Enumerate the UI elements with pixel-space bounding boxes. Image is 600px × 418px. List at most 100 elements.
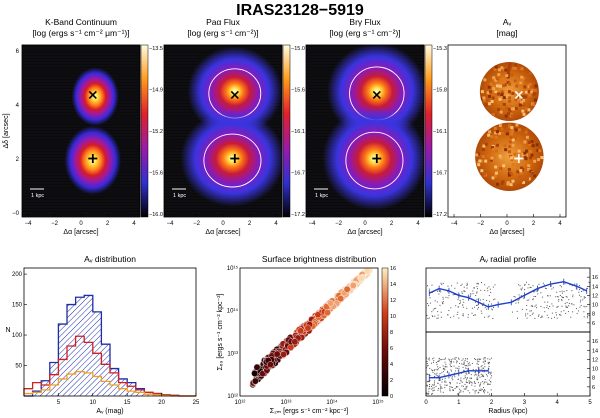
x-tick-label: 0 — [221, 221, 225, 227]
radial-point — [476, 288, 478, 290]
av-pixel — [490, 165, 494, 169]
radial-point — [472, 293, 474, 295]
radial-point — [544, 311, 546, 313]
radial-point — [489, 393, 491, 395]
av-pixel — [505, 106, 509, 110]
sb-xlabel: Σ₂ₘ [ergs s⁻¹ cm⁻² kpc⁻²] — [270, 408, 349, 415]
radial-point — [578, 310, 580, 312]
radial-point — [469, 293, 471, 295]
x-tick-label: 4 — [274, 221, 278, 227]
radial-point — [484, 389, 486, 391]
radial-point — [520, 295, 522, 297]
av-pixel — [521, 94, 525, 98]
radial-point — [480, 389, 482, 391]
radial-point — [455, 367, 457, 369]
map-emission — [322, 45, 424, 211]
radial-point — [530, 310, 532, 312]
radial-point — [426, 357, 428, 359]
radial-point — [442, 303, 444, 305]
radial-point — [484, 366, 486, 368]
radial-point — [517, 300, 519, 302]
radial-point — [444, 357, 446, 359]
radial-point — [479, 376, 481, 378]
radial-point — [560, 311, 562, 313]
radial-point — [440, 316, 442, 318]
av-pixel — [496, 77, 500, 81]
radial-point — [488, 383, 490, 385]
radial-point — [428, 386, 430, 388]
radial-point — [457, 311, 459, 313]
av-pixel — [523, 85, 527, 89]
av-pixel — [500, 76, 504, 80]
radial-point — [488, 286, 490, 288]
nucleus-north-marker — [230, 90, 239, 99]
map-panels: K-Band Continuum[log (ergs s⁻¹ cm⁻² μm⁻¹… — [3, 17, 567, 236]
av-pixel — [516, 170, 520, 174]
radial-point — [556, 291, 558, 293]
hist-outline — [23, 370, 196, 397]
av-pixel — [520, 100, 524, 104]
radial-point — [465, 367, 467, 369]
x-tick-label: 5 — [57, 400, 61, 406]
radial-point — [438, 293, 440, 295]
av-pixel — [532, 92, 536, 96]
av-pixel — [504, 148, 508, 152]
av-pixel — [517, 149, 521, 153]
av-pixel — [530, 90, 534, 94]
radial-point — [457, 306, 459, 308]
radial-point — [476, 363, 478, 365]
sb-point — [273, 350, 281, 358]
hist-bar — [84, 295, 93, 396]
radial-point — [460, 380, 462, 382]
av-pixel — [522, 98, 526, 102]
av-pixel — [507, 107, 511, 111]
radial-point — [471, 377, 473, 379]
radial-point — [536, 307, 538, 309]
av-pixel — [491, 112, 495, 116]
radial-point — [526, 299, 528, 301]
colorbar-tick-label: −14.9 — [149, 88, 163, 94]
nucleus-south-marker — [372, 154, 382, 164]
radial-point — [490, 372, 492, 374]
radial-point — [484, 307, 486, 309]
radial-point — [460, 391, 462, 393]
av-pixel — [530, 88, 534, 92]
av-pixel — [486, 153, 490, 157]
hist-xlabel: Aᵥ (mag) — [96, 408, 123, 415]
av-pixel — [514, 63, 518, 67]
radial-point — [444, 384, 446, 386]
radial-point — [524, 284, 526, 286]
radial-point — [554, 316, 556, 318]
x-tick-label: 2 — [490, 400, 494, 406]
radial-point — [580, 299, 582, 301]
av-pixel — [489, 90, 493, 94]
hist-bar — [118, 378, 128, 396]
av-pixel — [511, 163, 515, 167]
radial-point — [449, 388, 451, 390]
av-pixel — [508, 82, 512, 86]
radial-point — [484, 359, 486, 361]
radial-point — [428, 381, 430, 383]
radial-point — [476, 286, 478, 288]
radial-point — [518, 299, 520, 301]
av-pixel — [481, 148, 485, 152]
radial-point — [459, 388, 461, 390]
map-title: K-Band Continuum — [45, 17, 117, 27]
radial-point — [563, 297, 565, 299]
av-pixel — [519, 81, 523, 85]
radial-point — [432, 371, 434, 373]
radial-point — [428, 393, 430, 395]
radial-point — [478, 358, 480, 360]
radial-point — [442, 298, 444, 300]
radial-point — [516, 310, 518, 312]
radial-point — [451, 376, 453, 378]
radial-point — [437, 311, 439, 313]
radial-point — [431, 284, 433, 286]
av-pixel — [490, 135, 494, 139]
radial-point — [469, 364, 471, 366]
radial-point — [473, 382, 475, 384]
y-tick-label: 16 — [592, 275, 598, 281]
radial-point — [561, 305, 563, 307]
av-pixel — [509, 130, 513, 134]
radial-point — [541, 296, 543, 298]
